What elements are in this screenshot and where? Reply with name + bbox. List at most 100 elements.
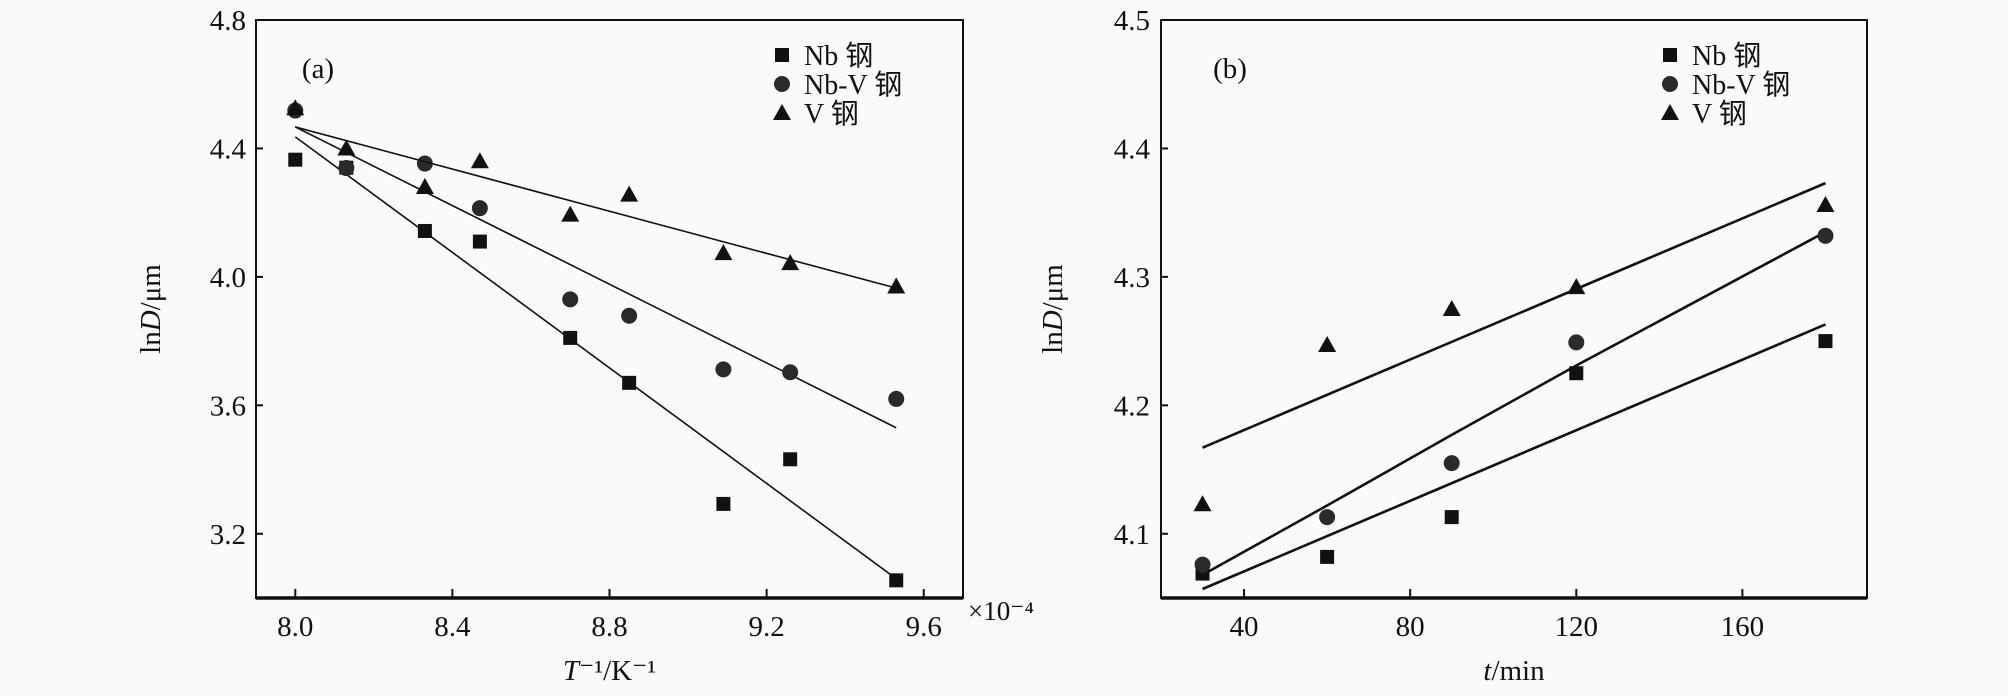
x-axis-label: T⁻¹/K⁻¹ (563, 655, 656, 687)
fit-line (295, 126, 897, 289)
series-square (1195, 323, 1833, 591)
x-tick-label: 8.0 (277, 611, 313, 643)
fit-line (294, 126, 897, 429)
data-point (470, 152, 489, 169)
data-point (620, 185, 639, 202)
data-point (288, 152, 303, 167)
data-point (783, 452, 798, 467)
data-point (1444, 510, 1459, 525)
data-point (563, 330, 578, 345)
data-point (1818, 334, 1833, 349)
y-tick-label: 4.4 (210, 133, 247, 165)
data-point (1193, 495, 1212, 512)
legend-marker (1663, 48, 1677, 62)
fit-line (1201, 230, 1827, 577)
data-point (337, 139, 356, 156)
series-triangle (1193, 181, 1835, 512)
data-point (1319, 509, 1336, 526)
y-tick-label: 4.4 (1114, 133, 1151, 165)
data-point (415, 177, 434, 194)
x-axis-label-unit: ⁻¹/K⁻¹ (579, 655, 656, 687)
data-point (782, 364, 799, 381)
y-tick-label: 3.2 (210, 519, 246, 551)
x-axis-label-variable: T (563, 655, 581, 687)
legend-marker (1661, 104, 1679, 120)
series-circle (1194, 227, 1834, 577)
legend-marker (774, 76, 790, 92)
data-point (1817, 227, 1834, 244)
legend-label: Nb 钢 (1692, 40, 1761, 72)
data-point (1194, 556, 1211, 573)
data-point (472, 234, 487, 249)
panel-a-chart: 8.0 8.4 8.8 9.2 9.6 3.2 3.6 4.0 4.4 4.8 ×10⁻⁴ T⁻¹/K… (135, 5, 1034, 687)
y-axis-label-unit: /μm (1037, 264, 1069, 311)
x-tick-label: 120 (1555, 611, 1599, 643)
data-point (1568, 334, 1585, 351)
plot-frame (1160, 19, 1868, 599)
fit-line (294, 136, 897, 580)
data-point (562, 291, 579, 308)
data-point (1320, 549, 1335, 564)
panel-b-chart: 40 80 120 160 4.1 4.2 4.3 4.4 4.5 t/min lnD/μm (b) N… (1037, 5, 1868, 687)
data-point (416, 155, 433, 172)
data-point (716, 496, 731, 511)
x-axis-label-variable: t (1483, 655, 1492, 687)
y-axis-label-prefix: ln (1037, 331, 1069, 354)
data-point (1569, 366, 1584, 381)
y-axis-label-unit: /μm (135, 264, 167, 311)
data-point (715, 361, 732, 378)
legend-marker (1662, 76, 1678, 92)
data-point (471, 200, 488, 217)
x-axis-label-unit: /min (1491, 655, 1545, 687)
y-tick-label: 4.1 (1114, 519, 1150, 551)
data-point (338, 160, 355, 177)
y-tick-label: 3.6 (210, 390, 246, 422)
y-tick-label: 4.3 (1114, 262, 1150, 294)
y-tick-label: 4.0 (210, 262, 246, 294)
fit-line (1202, 323, 1826, 591)
panel-label: (b) (1213, 53, 1247, 85)
x-tick-label: 8.4 (434, 611, 471, 643)
data-point (1443, 455, 1460, 472)
data-point (714, 244, 733, 261)
data-point (887, 277, 906, 294)
legend-label: Nb 钢 (804, 40, 873, 72)
data-point (561, 205, 580, 222)
data-point (889, 573, 904, 588)
x-tick-label: 40 (1230, 611, 1259, 643)
x-multiplier-label: ×10⁻⁴ (968, 596, 1034, 626)
panel-label: (a) (302, 53, 334, 85)
x-tick-label: 160 (1721, 611, 1765, 643)
y-tick-label: 4.8 (210, 5, 246, 37)
fit-line (1202, 181, 1826, 449)
y-axis-label-variable: D (135, 310, 167, 332)
x-tick-label: 9.6 (906, 611, 942, 643)
y-axis-label: lnD/μm (135, 264, 167, 354)
data-point (888, 390, 905, 407)
legend-label: V 钢 (804, 98, 859, 130)
x-tick-label: 80 (1396, 611, 1425, 643)
y-tick-label: 4.2 (1114, 390, 1150, 422)
data-point (781, 254, 800, 271)
y-axis-label: lnD/μm (1037, 264, 1069, 354)
data-point (621, 307, 638, 324)
legend-marker (773, 104, 791, 120)
series-square (288, 136, 904, 588)
y-axis-label-variable: D (1037, 310, 1069, 332)
y-tick-label: 4.5 (1114, 5, 1150, 37)
data-point (286, 99, 305, 116)
data-point (1318, 335, 1337, 352)
legend-label: Nb-V 钢 (804, 69, 902, 101)
y-axis-label-prefix: ln (135, 331, 167, 354)
data-point (1567, 278, 1586, 295)
data-point (1442, 300, 1461, 316)
x-axis-label: t/min (1483, 655, 1545, 687)
legend-marker (775, 48, 789, 62)
legend-label: Nb-V 钢 (1692, 69, 1790, 101)
data-point (1816, 195, 1835, 212)
data-point (417, 223, 432, 238)
legend-label: V 钢 (1692, 98, 1747, 130)
x-tick-label: 8.8 (591, 611, 627, 643)
data-point (622, 375, 637, 390)
